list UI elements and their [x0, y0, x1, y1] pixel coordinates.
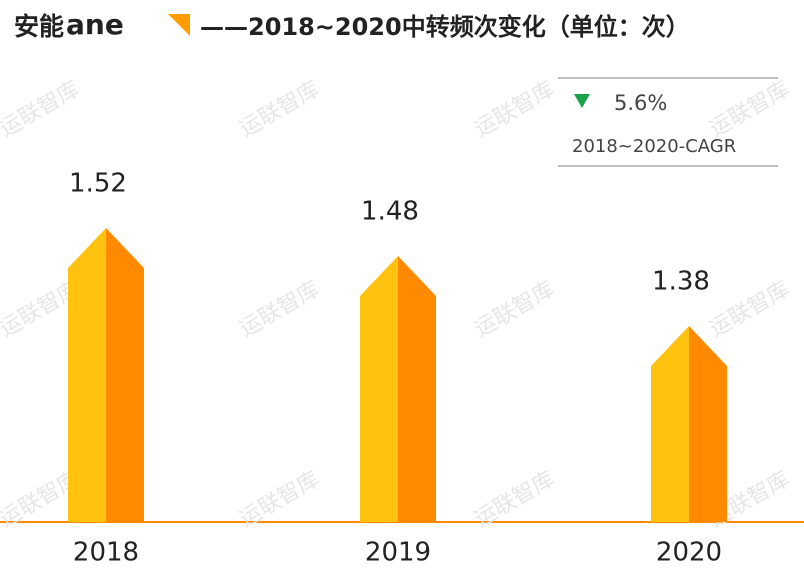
- chart-title: ——2018~2020中转频次变化（单位：次）: [200, 13, 690, 41]
- value-label: 1.38: [652, 267, 710, 297]
- cagr-value: 5.6%: [614, 91, 667, 115]
- x-tick-label: 2020: [656, 538, 722, 568]
- watermark: 运联智库: [235, 277, 324, 343]
- bar-right: [106, 228, 144, 522]
- watermark: 运联智库: [235, 77, 324, 143]
- x-tick-label: 2018: [73, 538, 139, 568]
- brand-latin: ane: [66, 8, 124, 41]
- cagr-label: 2018~2020-CAGR: [572, 136, 736, 157]
- watermark: 运联智库: [470, 77, 559, 143]
- down-triangle: [574, 94, 590, 108]
- value-label: 1.48: [361, 197, 419, 227]
- bar-right: [398, 256, 436, 522]
- logo-arrow: [168, 14, 190, 36]
- bar-left: [651, 326, 689, 522]
- x-tick-label: 2019: [365, 538, 431, 568]
- brand: 安能: [14, 12, 64, 41]
- bar-left: [360, 256, 398, 522]
- bar: [360, 256, 436, 522]
- value-label: 1.52: [69, 169, 127, 199]
- watermark: 运联智库: [0, 77, 84, 143]
- bar: [68, 228, 144, 522]
- watermark: 运联智库: [705, 77, 794, 143]
- bar: [651, 326, 727, 522]
- bar-left: [68, 228, 106, 522]
- bar-right: [689, 326, 727, 522]
- watermark: 运联智库: [470, 277, 559, 343]
- watermark: 运联智库: [705, 277, 794, 343]
